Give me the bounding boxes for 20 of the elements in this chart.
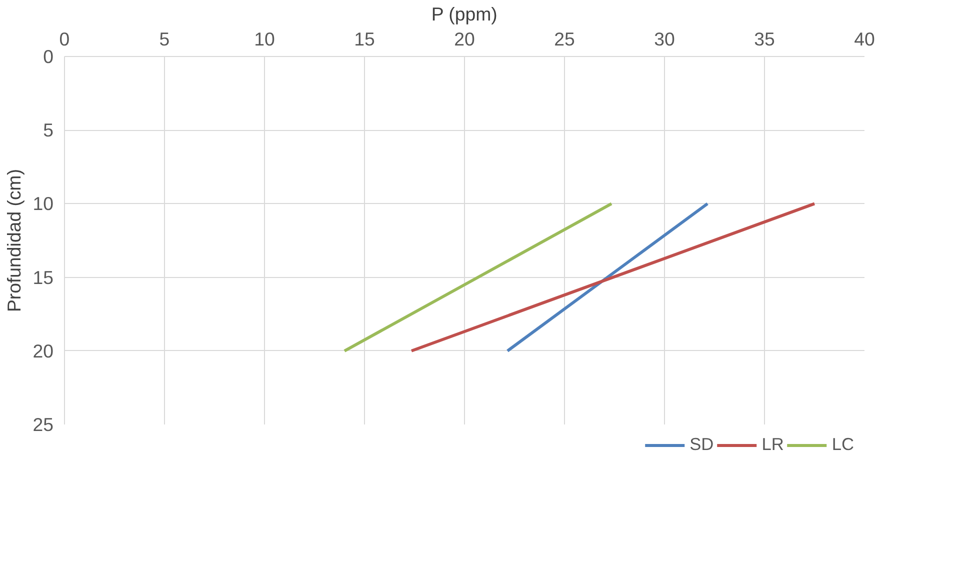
legend-label: LR — [762, 434, 784, 455]
y-tick-label: 20 — [32, 340, 54, 362]
x-tick-label: 15 — [354, 28, 375, 50]
x-tick-label: 35 — [754, 28, 775, 50]
y-tick-label: 15 — [32, 266, 54, 288]
x-tick-label: 25 — [554, 28, 575, 50]
x-tick-label: 10 — [254, 28, 275, 50]
y-axis-title: Profundidad (cm) — [4, 168, 25, 312]
y-tick-label: 0 — [43, 46, 54, 67]
y-tick-label: 5 — [43, 120, 54, 141]
x-tick-label: 30 — [654, 28, 675, 50]
x-tick-label: 0 — [59, 28, 70, 50]
x-tick-label: 40 — [854, 28, 875, 50]
y-tick-label: 10 — [32, 193, 54, 214]
x-axis-title: P (ppm) — [431, 4, 498, 24]
x-tick-label: 5 — [159, 28, 170, 50]
y-tick-label: 25 — [32, 414, 54, 435]
legend-label: LC — [832, 434, 854, 455]
legend-label: SD — [690, 434, 714, 455]
x-tick-label: 20 — [454, 28, 475, 50]
